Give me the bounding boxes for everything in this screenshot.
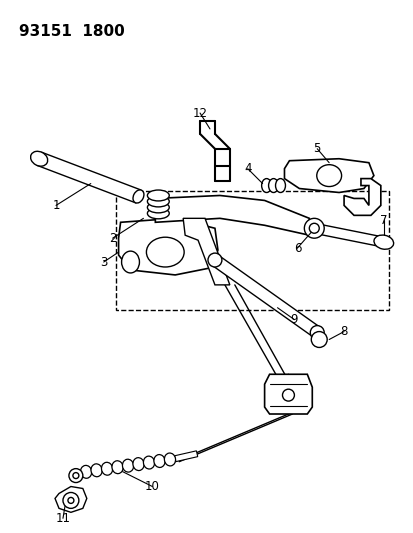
Ellipse shape (122, 459, 133, 472)
Text: 6: 6 (293, 241, 300, 255)
Ellipse shape (143, 456, 154, 469)
Polygon shape (343, 179, 380, 215)
Ellipse shape (261, 179, 271, 192)
Ellipse shape (80, 465, 91, 478)
Text: 9: 9 (290, 313, 297, 326)
Ellipse shape (68, 497, 74, 503)
Ellipse shape (91, 464, 102, 477)
Text: 1: 1 (52, 199, 59, 212)
Text: 3: 3 (100, 255, 107, 269)
Polygon shape (155, 196, 309, 235)
Ellipse shape (316, 165, 341, 187)
Bar (115, 190, 388, 310)
Text: 5: 5 (313, 142, 320, 155)
Ellipse shape (164, 453, 175, 466)
Ellipse shape (147, 208, 169, 219)
Ellipse shape (31, 151, 47, 166)
Ellipse shape (147, 190, 169, 201)
Ellipse shape (373, 235, 393, 249)
Ellipse shape (311, 332, 326, 348)
Text: 12: 12 (192, 107, 207, 119)
Polygon shape (118, 219, 217, 275)
Text: 4: 4 (243, 162, 251, 175)
Ellipse shape (133, 458, 144, 471)
Text: 8: 8 (339, 325, 347, 338)
Text: 93151  1800: 93151 1800 (19, 23, 125, 38)
Text: 10: 10 (145, 480, 159, 493)
Ellipse shape (309, 223, 318, 233)
Ellipse shape (268, 179, 278, 192)
Polygon shape (313, 223, 384, 247)
Ellipse shape (282, 389, 294, 401)
Ellipse shape (101, 462, 112, 475)
Polygon shape (37, 152, 140, 203)
Polygon shape (211, 255, 320, 337)
Text: 7: 7 (379, 214, 387, 227)
Polygon shape (55, 487, 87, 512)
Ellipse shape (63, 492, 78, 508)
Ellipse shape (133, 190, 144, 203)
Ellipse shape (121, 251, 139, 273)
Ellipse shape (154, 455, 165, 467)
Ellipse shape (147, 202, 169, 213)
Ellipse shape (69, 469, 83, 482)
Ellipse shape (310, 326, 323, 340)
Ellipse shape (304, 219, 323, 238)
Ellipse shape (275, 179, 285, 192)
Ellipse shape (112, 461, 123, 474)
Polygon shape (183, 219, 229, 285)
Polygon shape (284, 159, 373, 192)
Ellipse shape (146, 237, 184, 267)
Ellipse shape (147, 196, 169, 207)
Polygon shape (264, 374, 311, 414)
Text: 2: 2 (109, 232, 116, 245)
Ellipse shape (207, 253, 221, 267)
Ellipse shape (73, 473, 78, 479)
Text: 11: 11 (55, 512, 70, 525)
Polygon shape (174, 451, 197, 462)
